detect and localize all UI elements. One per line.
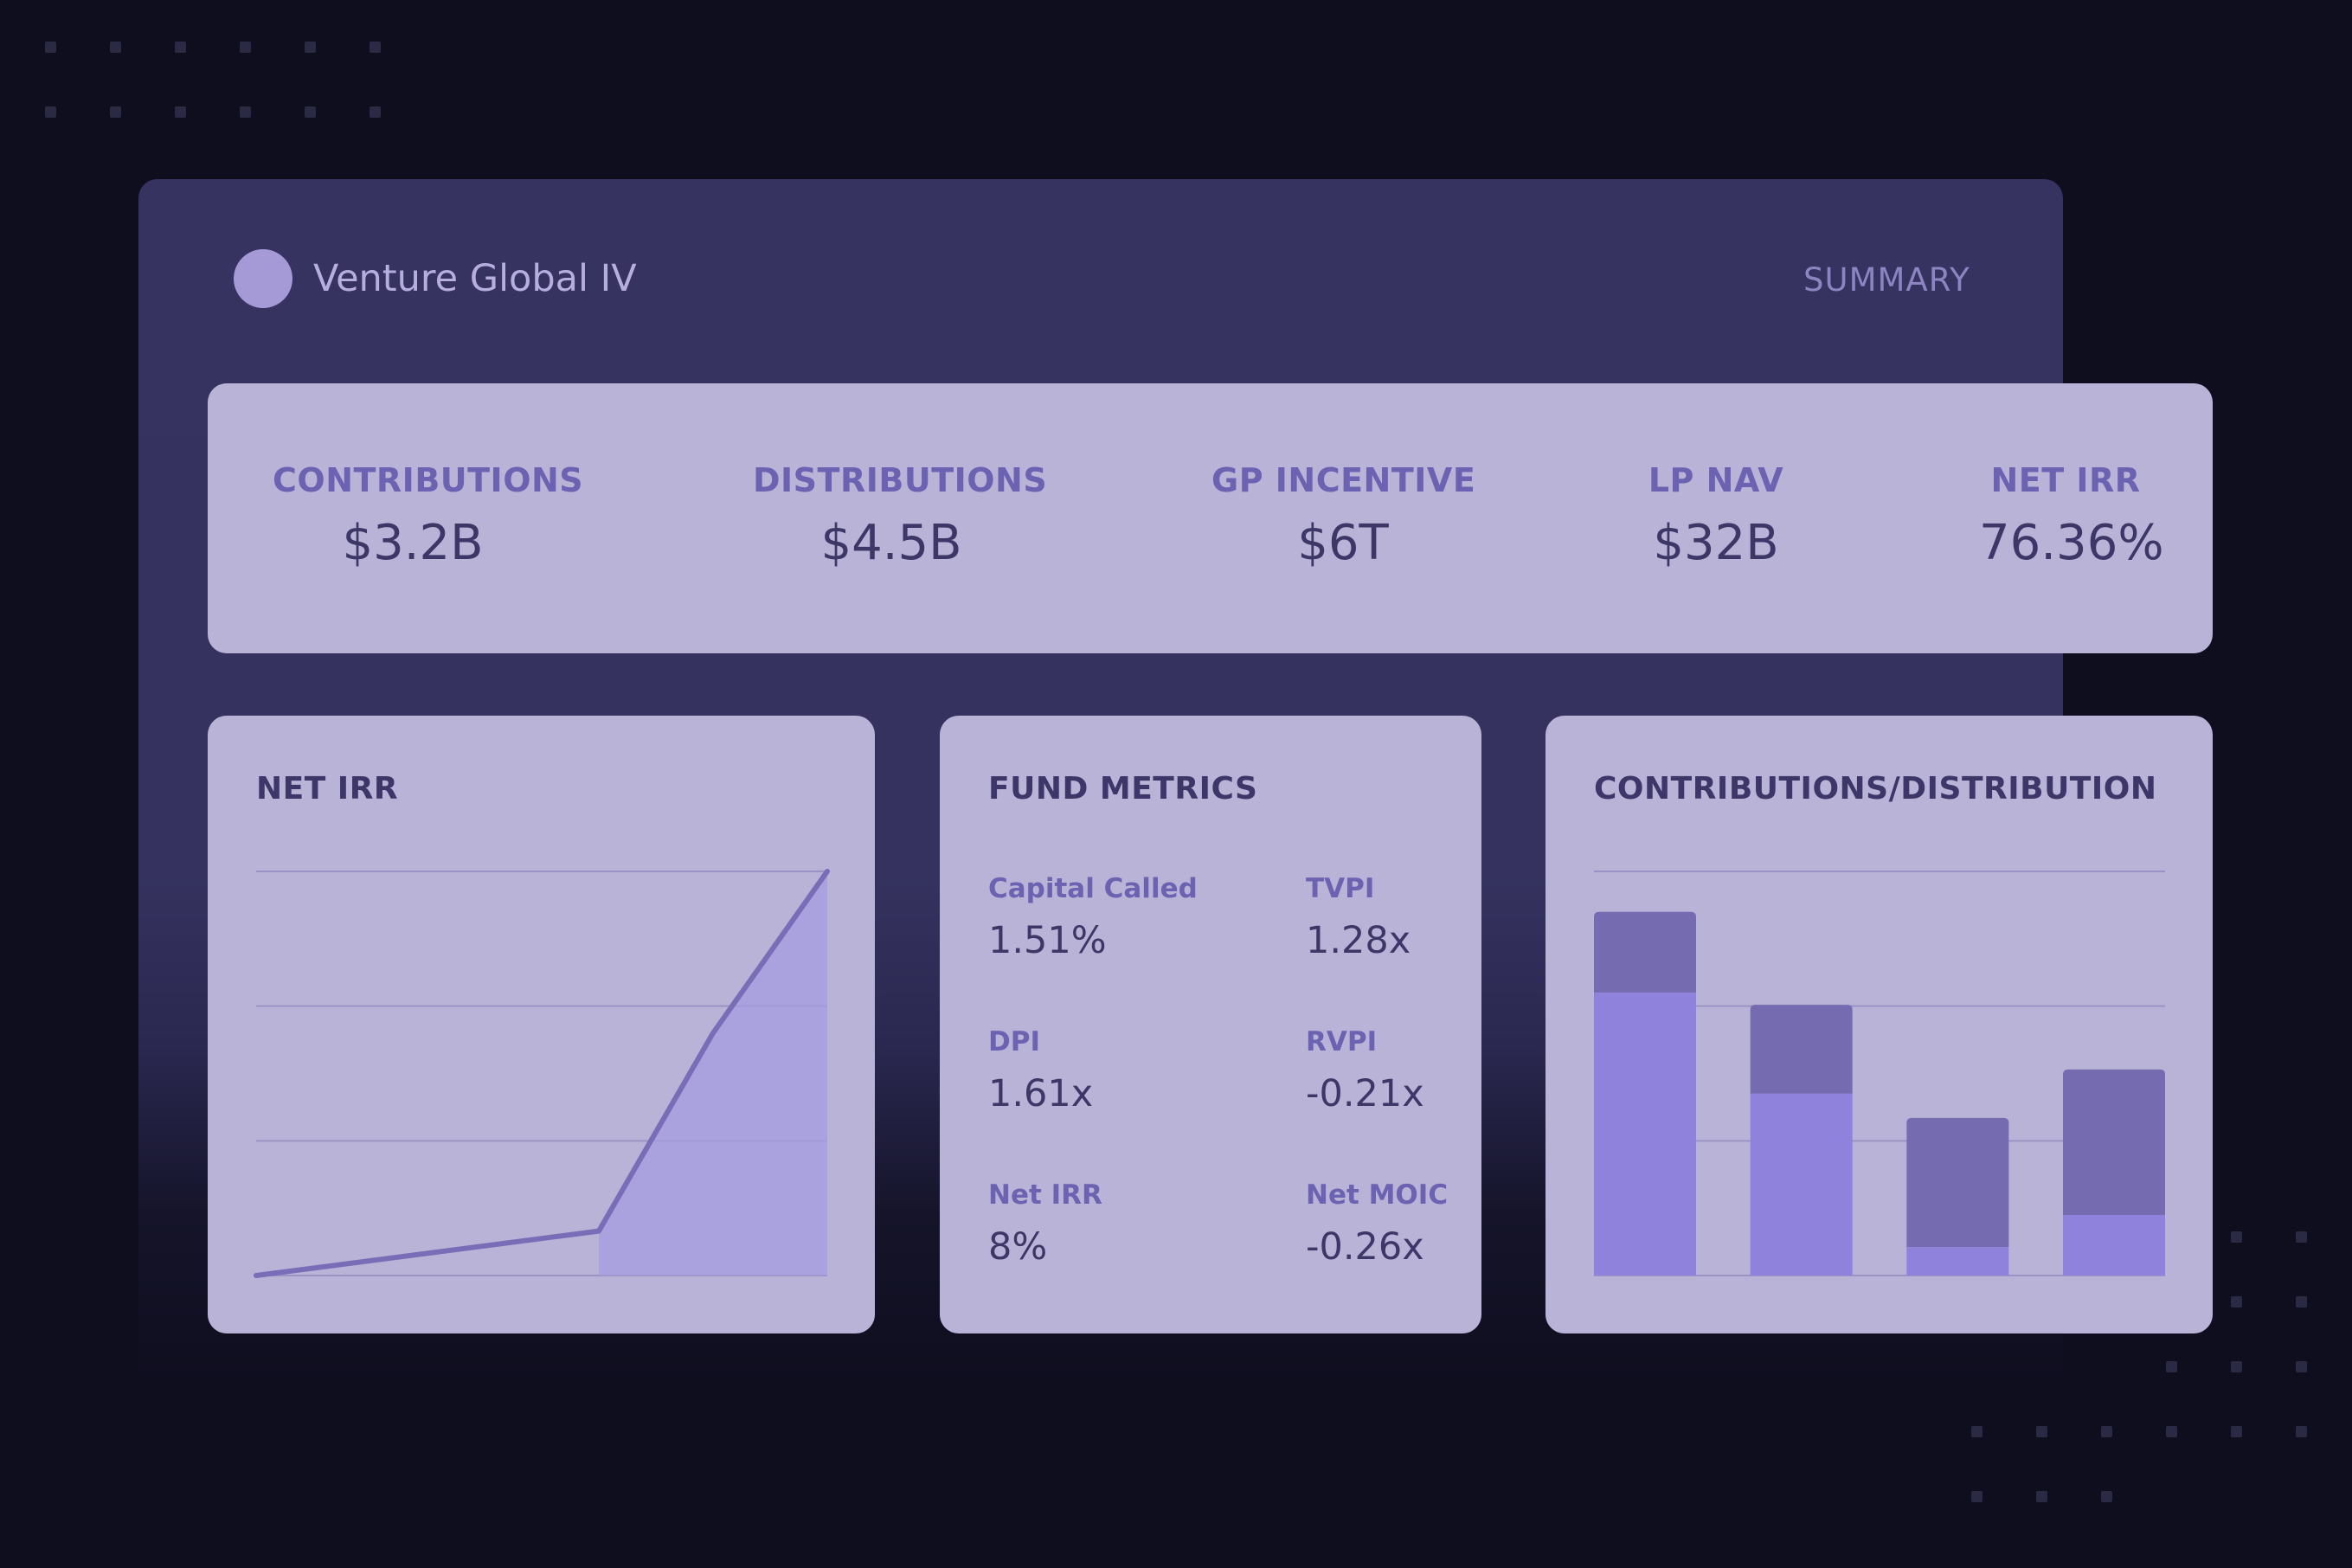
- net-irr-card: NET IRR: [208, 716, 875, 1333]
- summary-tab[interactable]: SUMMARY: [1803, 261, 1970, 299]
- bar-segment-upper: [1750, 1005, 1853, 1094]
- kpi-label: GP INCENTIVE: [1211, 461, 1476, 499]
- metric-value-net-irr: 8%: [988, 1225, 1048, 1269]
- kpi-value: $4.5B: [820, 515, 962, 571]
- net-irr-chart: [254, 869, 830, 1278]
- bar-segment-lower: [1750, 1093, 1853, 1276]
- kpi-lp-nav: LP NAV $32B: [1635, 461, 1796, 571]
- fund-name: Venture Global IV: [313, 257, 637, 300]
- bar-segment-upper: [1594, 911, 1696, 993]
- card-title: CONTRIBUTIONS/DISTRIBUTION: [1594, 771, 2157, 806]
- kpi-label: LP NAV: [1648, 461, 1784, 499]
- kpi-value: 76.36%: [1979, 515, 2164, 571]
- metric-value-net-moic: -0.26x: [1306, 1225, 1424, 1269]
- bar-segment-lower: [1906, 1247, 2009, 1276]
- kpi-label: DISTRIBUTIONS: [753, 461, 1048, 499]
- kpi-contributions: CONTRIBUTIONS $3.2B: [273, 461, 584, 571]
- contributions-distribution-chart: [1594, 871, 2165, 1276]
- card-title: FUND METRICS: [988, 771, 1258, 806]
- metric-label-rvpi: RVPI: [1306, 1026, 1378, 1057]
- kpi-distributions: DISTRIBUTIONS $4.5B: [753, 461, 1048, 571]
- kpi-gp-incentive: GP INCENTIVE $6T: [1211, 461, 1475, 571]
- net-irr-area: [599, 871, 827, 1276]
- metric-label-net-moic: Net MOIC: [1306, 1179, 1449, 1211]
- bar-segment-lower: [2063, 1214, 2165, 1276]
- kpi-summary-card: CONTRIBUTIONS $3.2B DISTRIBUTIONS $4.5B …: [208, 383, 2213, 653]
- metric-value-dpi: 1.61x: [988, 1072, 1094, 1115]
- metric-value-rvpi: -0.21x: [1306, 1072, 1424, 1115]
- bar-segment-upper: [1906, 1117, 2009, 1248]
- kpi-net-irr: NET IRR 76.36%: [1979, 461, 2164, 571]
- contributions-distribution-card: CONTRIBUTIONS/DISTRIBUTION: [1546, 716, 2213, 1333]
- metric-label-capital-called: Capital Called: [988, 873, 1198, 904]
- metric-value-tvpi: 1.28x: [1306, 919, 1411, 962]
- kpi-label: CONTRIBUTIONS: [273, 461, 584, 499]
- fund-metrics-card: FUND METRICS Capital Called 1.51% TVPI 1…: [940, 716, 1481, 1333]
- fund-avatar: [234, 249, 292, 308]
- net-irr-line: [254, 869, 830, 1278]
- bar-segment-upper: [2063, 1069, 2165, 1215]
- card-title: NET IRR: [256, 771, 399, 806]
- kpi-value: $3.2B: [342, 515, 484, 571]
- metric-label-net-irr: Net IRR: [988, 1179, 1102, 1211]
- metric-label-dpi: DPI: [988, 1026, 1040, 1057]
- kpi-value: $6T: [1297, 515, 1389, 571]
- metric-value-capital-called: 1.51%: [988, 919, 1107, 962]
- kpi-value: $32B: [1653, 515, 1779, 571]
- kpi-label: NET IRR: [1990, 461, 2141, 499]
- bar-segment-lower: [1594, 993, 1696, 1276]
- metric-label-tvpi: TVPI: [1306, 873, 1375, 904]
